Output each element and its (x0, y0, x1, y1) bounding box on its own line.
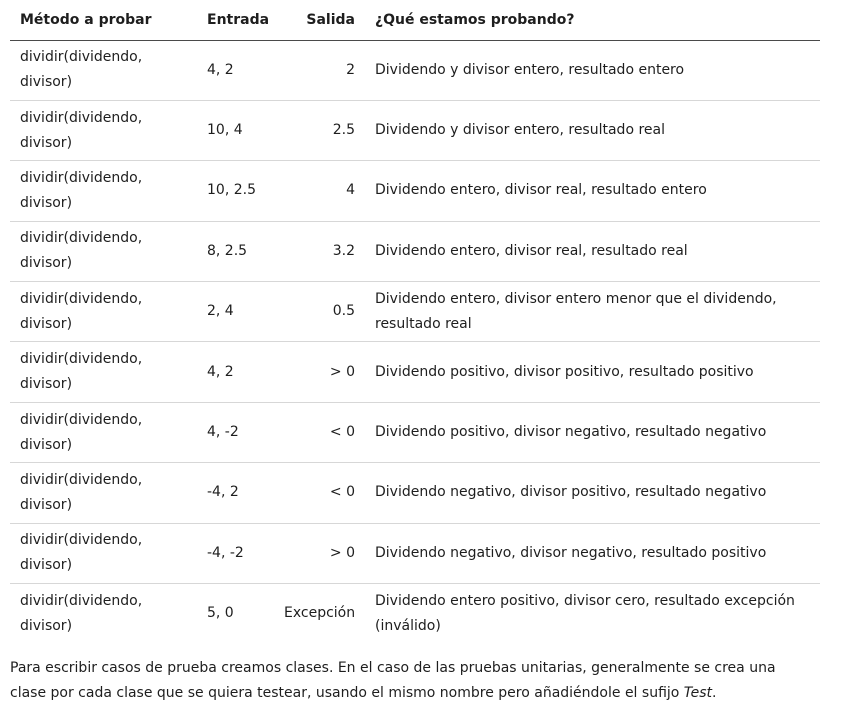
table-row: dividir(dividendo, divisor) -4, -2 > 0 D… (10, 523, 820, 585)
table-row: dividir(dividendo, divisor) 2, 4 0.5 Div… (10, 281, 820, 343)
header-output: Salida (274, 0, 365, 41)
cell-method: dividir(dividendo, divisor) (10, 221, 197, 283)
cell-input: 10, 2.5 (197, 160, 274, 222)
cell-input: 2, 4 (197, 281, 274, 343)
cell-method: dividir(dividendo, divisor) (10, 100, 197, 162)
cell-output: 3.2 (274, 221, 365, 283)
cell-purpose: Dividendo y divisor entero, resultado re… (365, 100, 820, 162)
header-row: Método a probar Entrada Salida ¿Qué esta… (10, 0, 820, 41)
table-row: dividir(dividendo, divisor) 10, 2.5 4 Di… (10, 160, 820, 222)
cell-purpose: Dividendo entero, divisor real, resultad… (365, 221, 820, 283)
table-row: dividir(dividendo, divisor) 8, 2.5 3.2 D… (10, 221, 820, 283)
cell-method: dividir(dividendo, divisor) (20, 592, 143, 634)
cell-input: 5, 0 (207, 605, 234, 622)
cell-input: 4, 2 (197, 341, 274, 403)
cell-method: dividir(dividendo, divisor) (10, 40, 197, 101)
cell-purpose: Dividendo positivo, divisor negativo, re… (365, 402, 820, 464)
table-row: dividir(dividendo, divisor) 4, 2 2 Divid… (10, 40, 820, 101)
cell-output: > 0 (274, 341, 365, 403)
cell-output: 2.5 (274, 100, 365, 162)
cell-input: -4, -2 (197, 523, 274, 585)
cell-purpose: Dividendo positivo, divisor positivo, re… (365, 341, 820, 403)
header-input: Entrada (197, 0, 274, 41)
cell-method: dividir(dividendo, divisor) (10, 462, 197, 524)
cell-output: > 0 (274, 523, 365, 585)
document-content: Método a probar Entrada Salida ¿Qué esta… (10, 0, 821, 701)
explanation-paragraph: Para escribir casos de prueba creamos cl… (10, 656, 810, 706)
header-method: Método a probar (10, 0, 197, 41)
table-row: dividir(dividendo, divisor) 4, 2 > 0 Div… (10, 341, 820, 403)
cell-method: dividir(dividendo, divisor) (10, 160, 197, 222)
cell-input: -4, 2 (197, 462, 274, 524)
table-body: dividir(dividendo, divisor) 4, 2 2 Divid… (10, 40, 820, 644)
cell-output: < 0 (274, 462, 365, 524)
cell-output: Excepción (284, 605, 356, 622)
cell-input: 8, 2.5 (197, 221, 274, 283)
cell-method: dividir(dividendo, divisor) (10, 402, 197, 464)
cell-purpose: Dividendo entero positivo, divisor cero,… (375, 592, 795, 634)
cell-purpose: Dividendo entero, divisor real, resultad… (365, 160, 820, 222)
suffix-term: Test (683, 685, 713, 701)
cell-input: 4, 2 (197, 40, 274, 101)
cell-method: dividir(dividendo, divisor) (10, 341, 197, 403)
cell-method: dividir(dividendo, divisor) (10, 281, 197, 343)
cell-output: 4 (274, 160, 365, 222)
cell-output: 2 (274, 40, 365, 101)
paragraph-text: Para escribir casos de prueba creamos cl… (10, 660, 776, 701)
table-row: dividir(dividendo, divisor) 4, -2 < 0 Di… (10, 402, 820, 464)
table-row: dividir(dividendo, divisor) 10, 4 2.5 Di… (10, 100, 820, 162)
cell-purpose: Dividendo entero, divisor entero menor q… (365, 281, 820, 343)
cell-output: 0.5 (274, 281, 365, 343)
cell-input: 10, 4 (197, 100, 274, 162)
test-cases-table: Método a probar Entrada Salida ¿Qué esta… (10, 0, 820, 644)
cell-purpose: Dividendo negativo, divisor positivo, re… (365, 462, 820, 524)
table-header: Método a probar Entrada Salida ¿Qué esta… (10, 0, 820, 41)
table-row: dividir(dividendo, divisor) 5, 0 Excepci… (10, 584, 820, 644)
cell-method: dividir(dividendo, divisor) (10, 523, 197, 585)
cell-input: 4, -2 (197, 402, 274, 464)
cell-purpose: Dividendo negativo, divisor negativo, re… (365, 523, 820, 585)
cell-output: < 0 (274, 402, 365, 464)
paragraph-end: . (712, 685, 717, 701)
header-purpose: ¿Qué estamos probando? (365, 0, 820, 41)
table-row: dividir(dividendo, divisor) -4, 2 < 0 Di… (10, 462, 820, 524)
cell-purpose: Dividendo y divisor entero, resultado en… (365, 40, 820, 101)
